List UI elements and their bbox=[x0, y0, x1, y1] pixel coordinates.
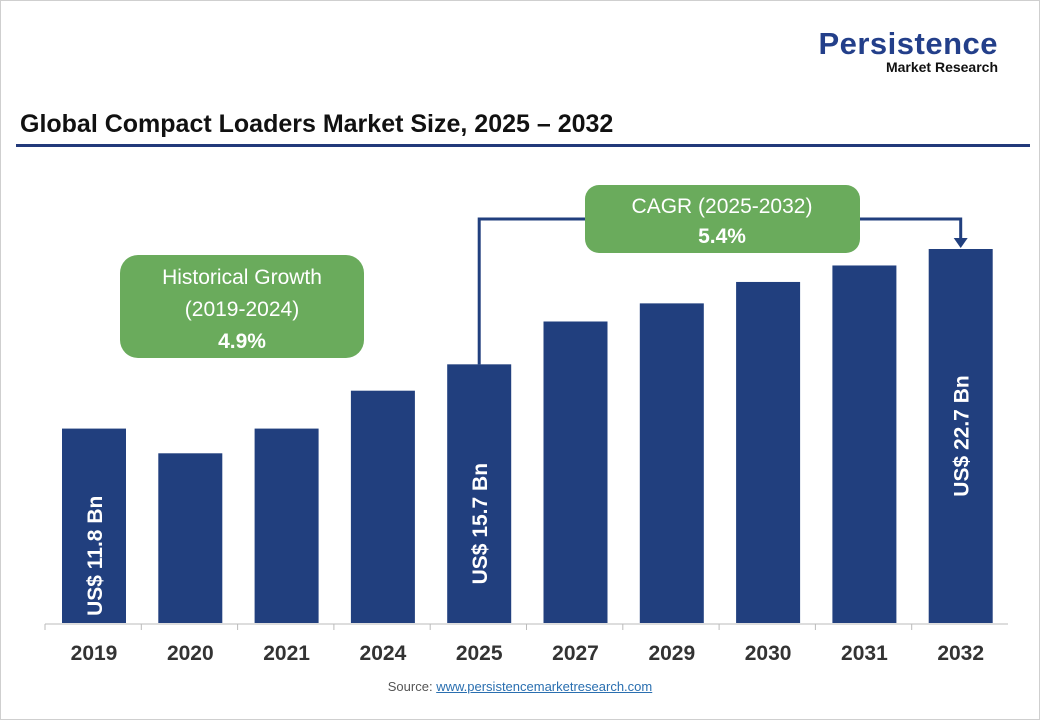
bar-2027 bbox=[543, 321, 608, 623]
cagr-value: 5.4% bbox=[698, 225, 746, 248]
bar-2020 bbox=[158, 453, 223, 623]
source-label: Source: bbox=[387, 679, 433, 694]
source: Source: www.persistencemarketresearch.co… bbox=[0, 679, 1040, 694]
arrow-down-icon bbox=[953, 238, 968, 248]
x-tick-label: 2019 bbox=[71, 642, 118, 665]
x-tick-label: 2021 bbox=[263, 642, 310, 665]
data-label-2019: US$ 11.8 Bn bbox=[84, 496, 107, 616]
bar-2021 bbox=[254, 428, 319, 623]
x-tick-label: 2027 bbox=[552, 642, 599, 665]
source-link[interactable]: www.persistencemarketresearch.com bbox=[436, 679, 653, 694]
x-tick-label: 2024 bbox=[360, 642, 407, 665]
x-tick-label: 2025 bbox=[456, 642, 503, 665]
x-tick-label: 2030 bbox=[745, 642, 792, 665]
bar-2030 bbox=[736, 281, 801, 623]
cagr-box bbox=[585, 185, 860, 253]
logo: Persistence Market Research bbox=[818, 26, 998, 75]
bar-2029 bbox=[639, 303, 704, 623]
data-label-2025: US$ 15.7 Bn bbox=[469, 463, 492, 584]
bar-2024 bbox=[350, 390, 415, 623]
bar-2031 bbox=[832, 265, 897, 623]
x-tick-label: 2031 bbox=[841, 642, 888, 665]
chart-title: Global Compact Loaders Market Size, 2025… bbox=[20, 110, 614, 138]
data-label-2032: US$ 22.7 Bn bbox=[951, 375, 974, 496]
title-rule bbox=[16, 144, 1030, 147]
x-tick-label: 2020 bbox=[167, 642, 214, 665]
logo-sub: Market Research bbox=[885, 59, 998, 75]
x-tick-label: 2032 bbox=[937, 642, 984, 665]
logo-brand: Persistence bbox=[818, 26, 998, 61]
cagr-label: CAGR (2025-2032) bbox=[632, 195, 813, 218]
historical-growth-period: (2019-2024) bbox=[185, 298, 299, 321]
historical-growth-label: Historical Growth bbox=[162, 266, 322, 289]
bar-2019 bbox=[62, 428, 126, 623]
x-tick-label: 2029 bbox=[648, 642, 695, 665]
historical-growth-value: 4.9% bbox=[218, 330, 266, 353]
bar-2025 bbox=[447, 364, 512, 623]
historical-growth-box bbox=[120, 255, 364, 358]
bar-2032 bbox=[928, 249, 993, 623]
